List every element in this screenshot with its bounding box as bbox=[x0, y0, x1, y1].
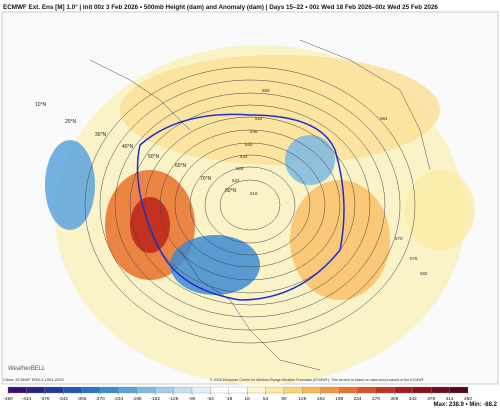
contour-label: 564 bbox=[380, 116, 388, 121]
colorbar-tick-label: 54 bbox=[263, 396, 269, 402]
colorbar-tick-label: 198 bbox=[335, 396, 343, 402]
lat-label: 80°N bbox=[225, 188, 237, 194]
lat-label: 30°N bbox=[95, 132, 107, 138]
colorbar-segment bbox=[7, 386, 27, 394]
colorbar-tick-label: -18 bbox=[225, 396, 232, 402]
colorbar-segment bbox=[191, 386, 211, 394]
colorbar-segment bbox=[265, 386, 285, 394]
colorbar-segment bbox=[173, 386, 193, 394]
colorbar-tick-label: -378 bbox=[40, 396, 50, 402]
contour-label: 534 bbox=[240, 154, 248, 159]
contour-label: 522 bbox=[232, 178, 240, 183]
colorbar-tick-label: 450 bbox=[464, 396, 472, 402]
colorbar-segment bbox=[431, 386, 450, 394]
colorbar-segment bbox=[339, 386, 358, 394]
colorbar-tick-label: 126 bbox=[298, 396, 306, 402]
colorbar-segment bbox=[375, 386, 395, 394]
lat-label: 40°N bbox=[122, 144, 134, 150]
colorbar-segment bbox=[412, 386, 432, 394]
contour-label: 528 bbox=[236, 166, 244, 171]
colorbar-segment bbox=[449, 386, 469, 394]
colorbar-segment bbox=[136, 386, 156, 394]
colorbar-tick-label: 414 bbox=[446, 396, 454, 402]
coastlines bbox=[89, 39, 431, 371]
colorbar-tick-label: -90 bbox=[189, 396, 196, 402]
lat-label: 70°N bbox=[200, 176, 212, 182]
contour-label: 552 bbox=[255, 116, 263, 121]
anomaly-positive bbox=[130, 197, 170, 253]
lat-label: 50°N bbox=[148, 154, 160, 160]
contour-label: 570 bbox=[395, 236, 403, 241]
climo-note: Climo: ECMWF ERA-5 1991-2020 bbox=[3, 377, 64, 382]
colorbar-tick-label: -342 bbox=[58, 396, 68, 402]
title: ECMWF Ext. Ens [M] 1.0° | Init 00z 3 Feb… bbox=[3, 3, 438, 11]
map bbox=[1, 11, 499, 385]
map-labels: 10°N 20°N 30°N 40°N 50°N 60°N 70°N 80°N 558 552 54… bbox=[35, 88, 428, 276]
colorbar-tick-label: -54 bbox=[207, 396, 214, 402]
colorbar-tick-label: -234 bbox=[114, 396, 124, 402]
colorbar-segment bbox=[283, 386, 303, 394]
colorbar-segment bbox=[26, 386, 45, 394]
contour-label: 582 bbox=[420, 271, 428, 276]
colorbar-tick-label: 342 bbox=[409, 396, 417, 402]
colorbar-tick-label: -270 bbox=[95, 396, 105, 402]
colorbar-segment bbox=[63, 386, 82, 394]
lat-label: 10°N bbox=[35, 102, 47, 108]
colorbar-tick-label: -126 bbox=[169, 396, 179, 402]
colorbar-segment bbox=[247, 386, 266, 394]
copyright: © 2026 European Centre for Medium-Range … bbox=[210, 378, 425, 382]
colorbar-tick-label: 18 bbox=[245, 396, 251, 402]
colorbar-segment bbox=[357, 386, 377, 394]
colorbar-segment bbox=[302, 386, 321, 394]
colorbar-tick-label: -198 bbox=[132, 396, 142, 402]
colorbar-segment bbox=[394, 386, 413, 394]
anomaly-negative bbox=[45, 140, 95, 230]
logo: WeatherBELL bbox=[8, 366, 45, 372]
colorbar-tick-label: -450 bbox=[3, 396, 13, 402]
colorbar-tick-label: 90 bbox=[281, 396, 287, 402]
lat-label: 60°N bbox=[175, 163, 187, 169]
height-contours bbox=[84, 66, 416, 344]
contour-label: 540 bbox=[245, 142, 253, 147]
contour-label: 546 bbox=[250, 129, 258, 134]
colorbar: -450 -414 -378 -342 -306 -270 -234 -198 -162 -126… bbox=[3, 386, 472, 402]
colorbar-tick-label: 234 bbox=[354, 396, 362, 402]
colorbar-tick-label: 378 bbox=[427, 396, 435, 402]
colorbar-tick-label: -162 bbox=[150, 396, 160, 402]
anomaly-positive bbox=[405, 170, 475, 250]
anomaly-negative bbox=[170, 235, 260, 295]
anomaly-positive bbox=[120, 55, 440, 165]
highlight-contour bbox=[136, 113, 345, 301]
lat-label: 20°N bbox=[65, 119, 77, 125]
contour-label: 558 bbox=[262, 88, 270, 93]
colorbar-segment bbox=[155, 386, 174, 394]
colorbar-segment bbox=[320, 386, 340, 394]
contour-label: 576 bbox=[410, 256, 418, 261]
colorbar-tick-label: 306 bbox=[390, 396, 398, 402]
colorbar-tick-label: 270 bbox=[372, 396, 380, 402]
colorbar-tick-label: -414 bbox=[22, 396, 32, 402]
colorbar-segment bbox=[228, 386, 248, 394]
colorbar-tick-label: 162 bbox=[317, 396, 325, 402]
anomaly-positive bbox=[290, 180, 390, 300]
colorbar-segment bbox=[44, 386, 64, 394]
colorbar-segment bbox=[81, 386, 101, 394]
colorbar-segment bbox=[99, 386, 119, 394]
colorbar-tick-label: -306 bbox=[77, 396, 87, 402]
anomaly-negative bbox=[285, 135, 335, 185]
contour-label: 516 bbox=[250, 191, 258, 196]
colorbar-segment bbox=[210, 386, 229, 394]
colorbar-segment bbox=[118, 386, 137, 394]
max-min: Max: 238.9 • Min: -88.2 bbox=[434, 402, 498, 408]
